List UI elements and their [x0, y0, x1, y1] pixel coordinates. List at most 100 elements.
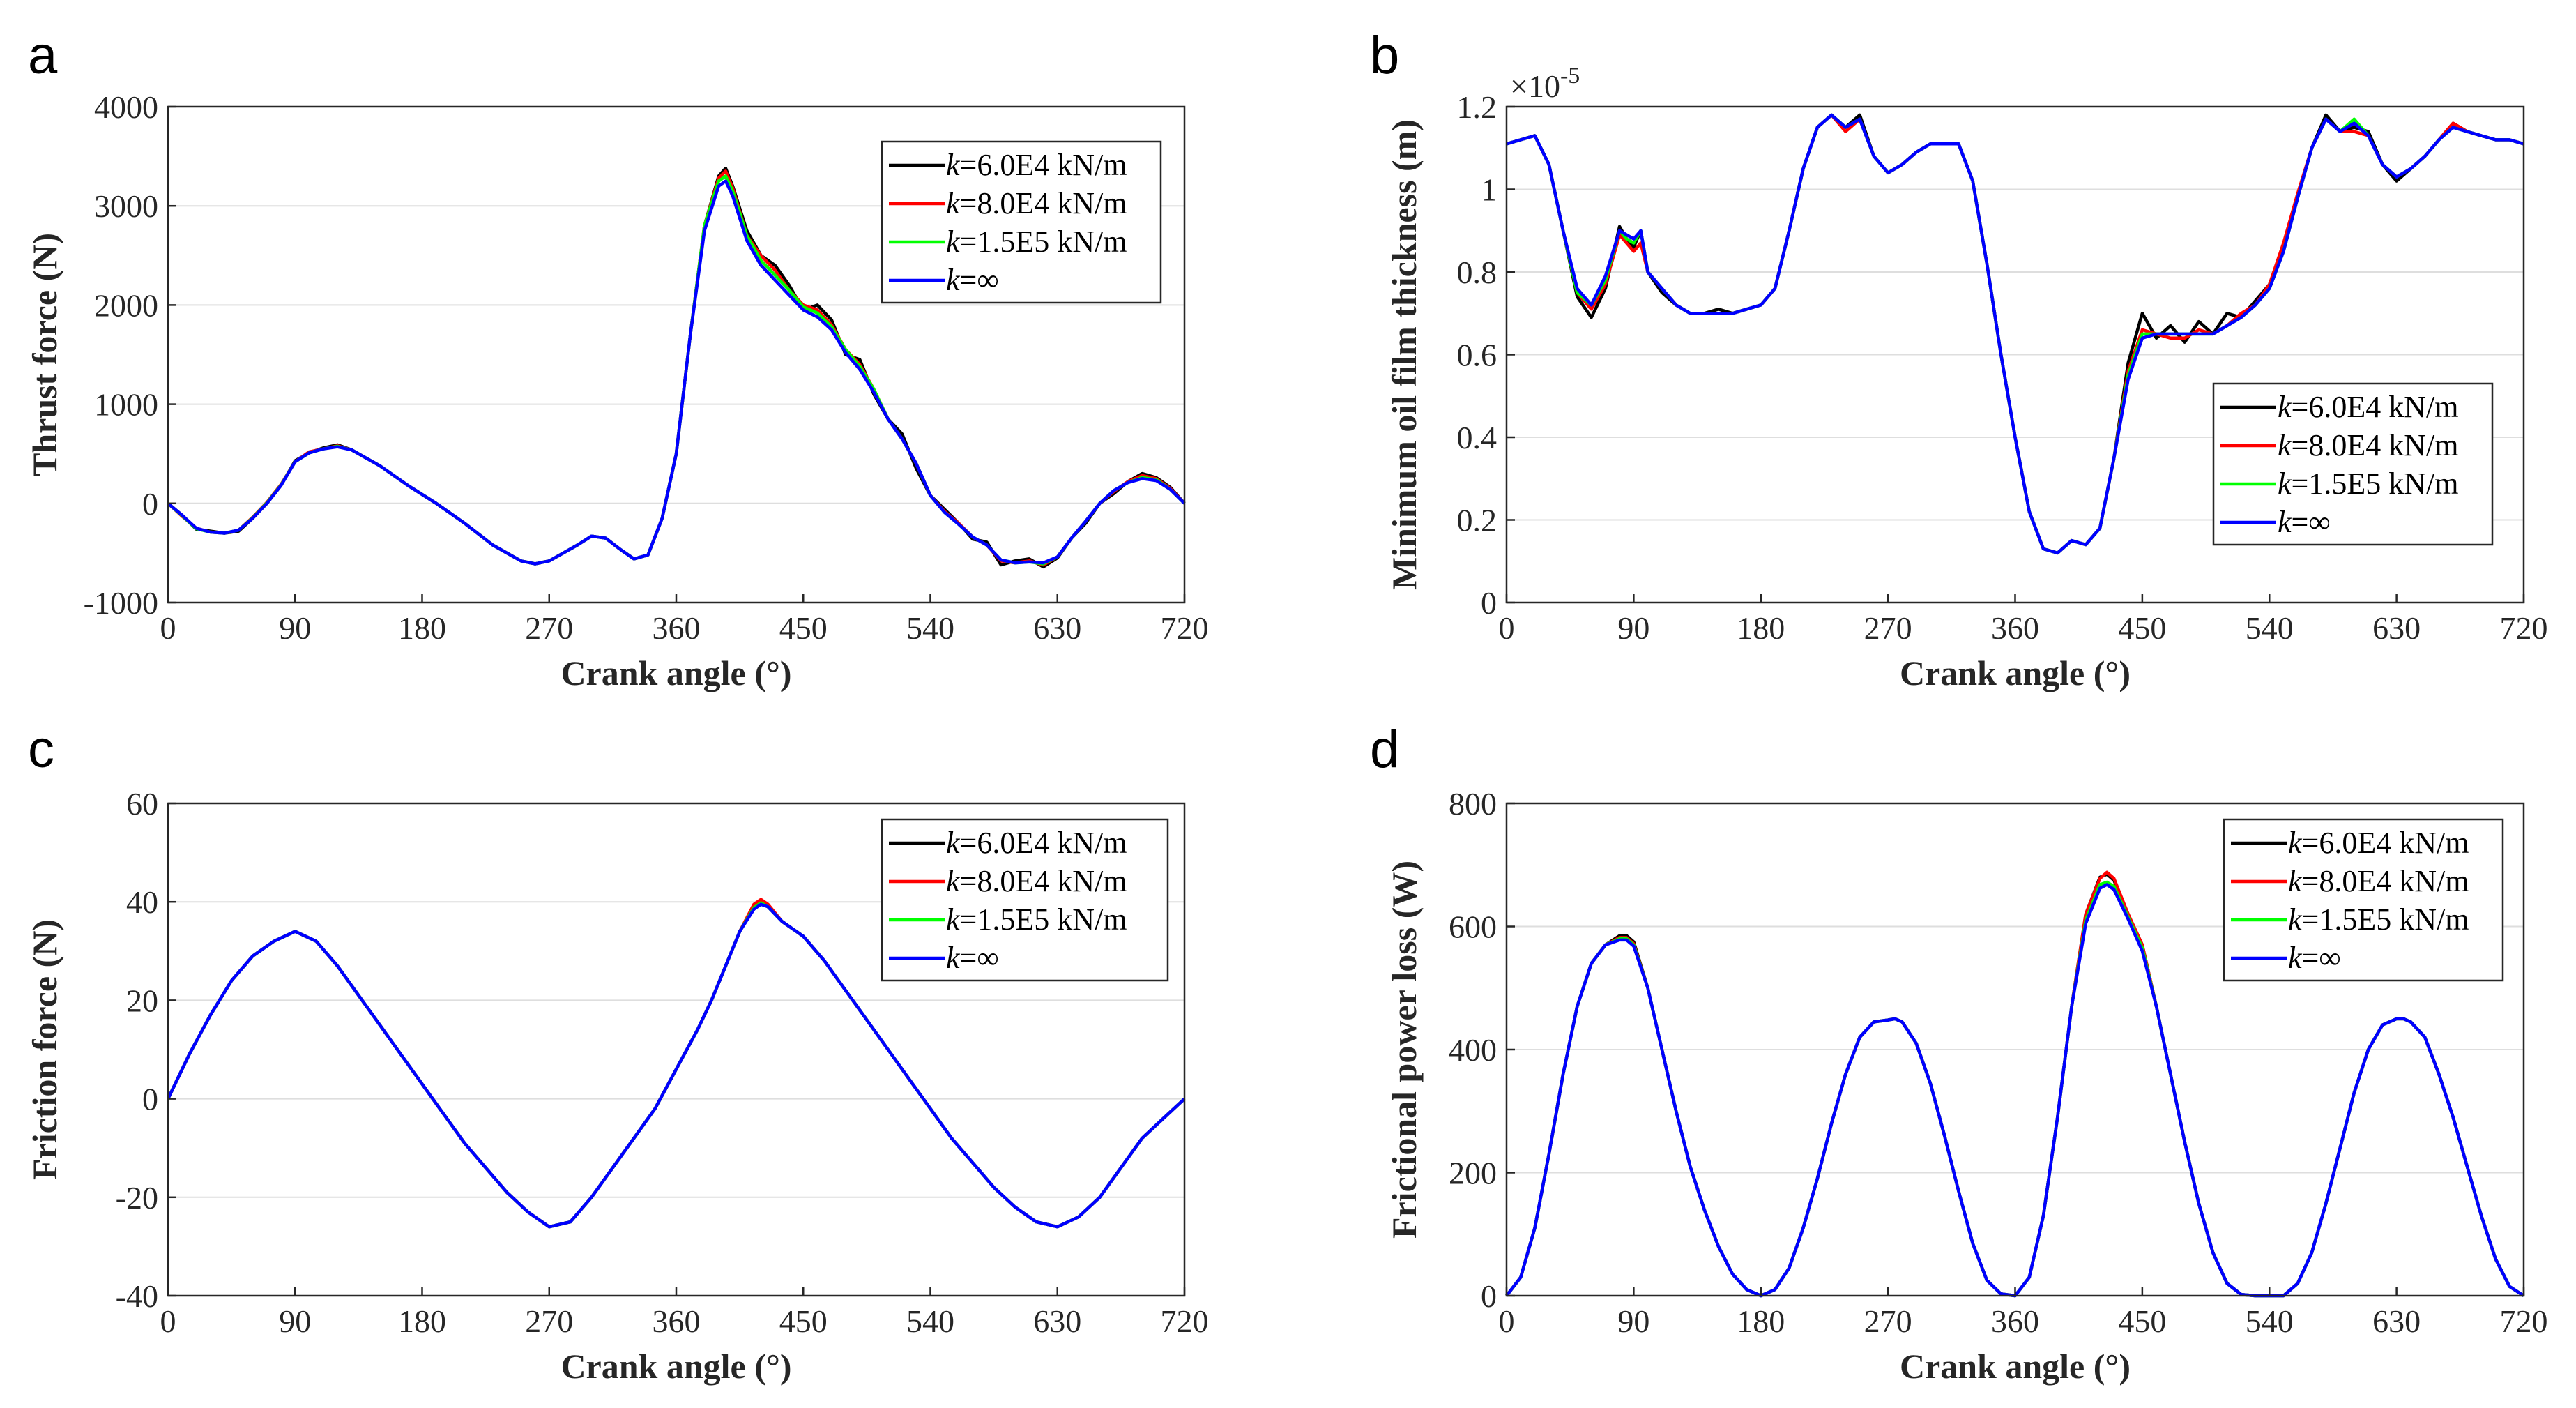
x-tick-label: 360 — [1991, 610, 2039, 646]
x-tick-label: 360 — [1991, 1303, 2039, 1339]
y-axis-label: Friction force (N) — [25, 919, 64, 1180]
legend-box — [2212, 382, 2494, 546]
x-tick-label: 0 — [1499, 610, 1515, 646]
y-axis-label: Minimum oil film thickness (m) — [1385, 119, 1424, 590]
x-tick-label: 630 — [2372, 1303, 2421, 1339]
x-tick-label: 90 — [1617, 610, 1649, 646]
x-axis-label: Crank angle (°) — [561, 653, 791, 692]
y-tick-label: 60 — [126, 786, 158, 822]
y-tick-label: -20 — [116, 1180, 158, 1216]
y-tick-label: 0 — [1481, 1278, 1497, 1314]
x-tick-label: 180 — [398, 1303, 446, 1339]
legend: k=6.0E4 kN/m k=8.0E4 kN/m k=1.5E5 kN/m k=∞ — [881, 140, 1162, 304]
y-tick-label: 600 — [1449, 909, 1497, 945]
x-tick-label: 720 — [1161, 1303, 1209, 1339]
x-tick-label: 270 — [525, 610, 573, 646]
legend-entry-label: k=8.0E4 kN/m — [2288, 864, 2469, 898]
panel-letter-a: a — [28, 26, 58, 85]
y-tick-label: 200 — [1449, 1156, 1497, 1191]
x-axis-label: Crank angle (°) — [1900, 1347, 2131, 1386]
x-tick-label: 90 — [279, 1303, 311, 1339]
y-tick-label: 1000 — [94, 387, 158, 423]
x-tick-label: 270 — [525, 1303, 573, 1339]
legend-entry-label: k=8.0E4 kN/m — [946, 186, 1127, 220]
x-tick-label: 180 — [1737, 610, 1785, 646]
x-tick-label: 540 — [906, 610, 954, 646]
legend-entry-label: k=6.0E4 kN/m — [946, 148, 1127, 182]
y-tick-label: 2000 — [94, 287, 158, 323]
y-tick-label: 4000 — [94, 89, 158, 125]
x-tick-label: 720 — [2500, 1303, 2548, 1339]
chart-panel-a: 0 90 180 270 360 450 540 630 720-100001000200030… — [25, 89, 1209, 692]
x-tick-label: 270 — [1864, 1303, 1912, 1339]
legend-entry-label: k=∞ — [2288, 941, 2341, 975]
y-tick-label: 40 — [126, 884, 158, 920]
x-tick-label: 450 — [779, 610, 828, 646]
series-line-4 — [166, 902, 1186, 1229]
x-tick-label: 630 — [2372, 610, 2421, 646]
legend-box — [881, 140, 1162, 304]
legend-entry-label: k=6.0E4 kN/m — [2288, 826, 2469, 860]
chart-panel-b: 0 90 180 270 360 450 540 630 720 0 0.2 0.4 0.6 0.8 1 1.… — [1385, 63, 2548, 692]
legend-entry-label: k=8.0E4 kN/m — [2278, 428, 2458, 462]
legend: k=6.0E4 kN/m k=8.0E4 kN/m k=1.5E5 kN/m k=∞ — [881, 818, 1169, 982]
y-tick-label: 1 — [1481, 172, 1497, 208]
y-axis-exponent: ×10-5 — [1510, 63, 1580, 104]
x-tick-label: 0 — [160, 610, 176, 646]
series-line-4 — [1506, 113, 2524, 555]
legend-box — [2223, 818, 2504, 982]
legend-box — [881, 818, 1169, 982]
legend-entry-label: k=∞ — [2278, 505, 2331, 539]
legend-entry-label: k=8.0E4 kN/m — [946, 864, 1127, 898]
y-tick-label: 3000 — [94, 188, 158, 224]
panel-letter-b: b — [1370, 26, 1399, 85]
x-tick-label: 0 — [1499, 1303, 1515, 1339]
x-tick-label: 450 — [2118, 1303, 2166, 1339]
legend-entry-label: k=∞ — [946, 941, 999, 975]
y-tick-label: 0.2 — [1457, 503, 1497, 538]
x-tick-label: 360 — [653, 610, 701, 646]
y-tick-label: 0 — [142, 1082, 158, 1117]
y-tick-label: 0.6 — [1457, 338, 1497, 373]
legend-entry-label: k=1.5E5 kN/m — [2278, 467, 2458, 501]
y-tick-label: 0 — [1481, 585, 1497, 621]
legend-entry-label: k=1.5E5 kN/m — [946, 902, 1127, 937]
y-tick-label: 0.8 — [1457, 255, 1497, 290]
y-axis-label: Thrust force (N) — [25, 233, 64, 476]
y-tick-label: 400 — [1449, 1032, 1497, 1068]
x-tick-label: 540 — [2246, 610, 2294, 646]
x-tick-label: 450 — [779, 1303, 828, 1339]
x-tick-label: 0 — [160, 1303, 176, 1339]
y-tick-label: 20 — [126, 983, 158, 1018]
legend-entry-label: k=1.5E5 kN/m — [2288, 902, 2469, 937]
y-tick-label: -40 — [116, 1278, 158, 1314]
panel-letter-d: d — [1370, 720, 1399, 779]
y-tick-label: 0 — [142, 486, 158, 522]
legend-entry-label: k=6.0E4 kN/m — [946, 826, 1127, 860]
legend: k=6.0E4 kN/m k=8.0E4 kN/m k=1.5E5 kN/m k=∞ — [2223, 818, 2504, 982]
x-axis-label: Crank angle (°) — [1900, 653, 2131, 692]
x-tick-label: 450 — [2118, 610, 2166, 646]
y-tick-label: 1.2 — [1457, 89, 1497, 125]
legend-entry-label: k=∞ — [946, 263, 999, 297]
x-tick-label: 540 — [906, 1303, 954, 1339]
x-tick-label: 630 — [1033, 1303, 1081, 1339]
y-tick-label: 0.4 — [1457, 420, 1497, 455]
x-tick-label: 180 — [398, 610, 446, 646]
legend: k=6.0E4 kN/m k=8.0E4 kN/m k=1.5E5 kN/m k=∞ — [2212, 382, 2494, 546]
y-tick-label: -1000 — [84, 585, 158, 621]
x-tick-label: 180 — [1737, 1303, 1785, 1339]
x-tick-label: 90 — [279, 610, 311, 646]
series-line-4 — [167, 179, 1186, 566]
panel-letter-c: c — [28, 720, 54, 779]
x-axis-label: Crank angle (°) — [561, 1347, 791, 1386]
x-tick-label: 90 — [1617, 1303, 1649, 1339]
y-tick-label: 800 — [1449, 786, 1497, 822]
x-tick-label: 540 — [2246, 1303, 2294, 1339]
x-tick-label: 630 — [1033, 610, 1081, 646]
chart-panel-c: 0 90 180 270 360 450 540 630 720 -40 -20 0 20 40 60 Cra… — [25, 786, 1209, 1386]
legend-entry-label: k=6.0E4 kN/m — [2278, 390, 2458, 424]
legend-entry-label: k=1.5E5 kN/m — [946, 225, 1127, 259]
x-tick-label: 720 — [2500, 610, 2548, 646]
